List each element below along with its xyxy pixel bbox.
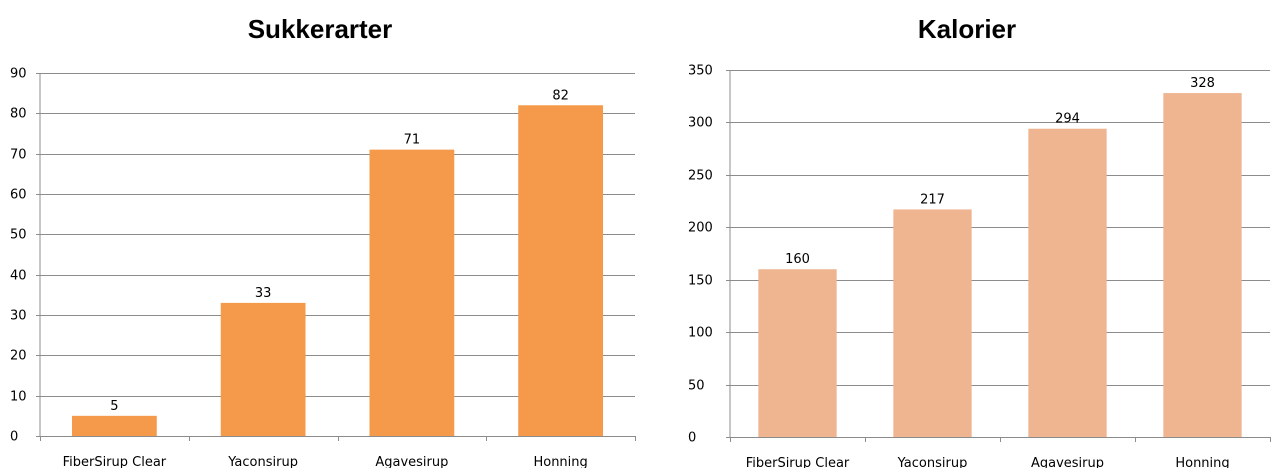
y-tick-label: 50 (688, 379, 705, 394)
y-tick-label: 40 (10, 269, 27, 284)
data-label: 82 (552, 88, 569, 103)
chart-title: Sukkerarter (247, 14, 393, 44)
data-label: 160 (785, 252, 810, 267)
y-tick-label: 0 (688, 431, 696, 446)
x-tick-label: Honning (1175, 456, 1229, 468)
y-tick-label: 70 (10, 148, 27, 163)
chart-title: Kalorier (917, 14, 1017, 44)
data-label: 33 (255, 286, 272, 301)
sugar-chart-plot: 0 10 20 30 40 50 60 70 80 90 5 FiberSirup Clear 33 Ya… (10, 67, 636, 468)
y-tick-label: 0 (10, 430, 18, 445)
y-tick-label: 30 (10, 309, 27, 324)
calorie-chart: Kalorier 0 50 100 150 200 250 300 350 160 FiberSi… (660, 0, 1274, 468)
y-tick-label: 90 (10, 67, 27, 82)
y-tick-label: 250 (688, 169, 713, 184)
bar (893, 209, 972, 437)
calorie-chart-plot: 0 50 100 150 200 250 300 350 160 FiberSirup Clear… (688, 64, 1271, 468)
x-tick-label: Honning (533, 455, 587, 468)
bar (758, 269, 837, 437)
data-label: 71 (404, 133, 421, 148)
y-tick-label: 150 (688, 274, 713, 289)
y-tick-label: 350 (688, 64, 713, 79)
data-label: 328 (1190, 76, 1215, 91)
y-tick-label: 20 (10, 349, 27, 364)
x-tick-label: Agavesirup (1031, 456, 1104, 468)
x-tick-label: FiberSirup Clear (746, 456, 850, 468)
sugar-chart: Sukkerarter 0 10 20 30 40 50 60 70 80 90 5 FiberSir… (10, 14, 636, 468)
x-tick-label: FiberSirup Clear (63, 455, 167, 468)
bar (220, 302, 306, 436)
bar (369, 149, 455, 436)
x-tick-label: Yaconsirup (897, 456, 968, 468)
bar (1028, 128, 1107, 437)
bar (518, 105, 604, 437)
y-tick-label: 50 (10, 228, 27, 243)
x-tick-label: Agavesirup (375, 455, 448, 468)
y-tick-label: 200 (688, 221, 713, 236)
y-tick-label: 80 (10, 107, 27, 122)
data-label: 294 (1055, 112, 1080, 127)
y-tick-label: 100 (688, 326, 713, 341)
bar (71, 415, 157, 436)
x-tick-label: Yaconsirup (227, 455, 298, 468)
data-label: 5 (110, 399, 118, 414)
y-tick-label: 300 (688, 116, 713, 131)
bar (1163, 93, 1242, 437)
data-label: 217 (920, 192, 945, 207)
y-tick-label: 60 (10, 188, 27, 203)
y-tick-label: 10 (10, 390, 27, 405)
